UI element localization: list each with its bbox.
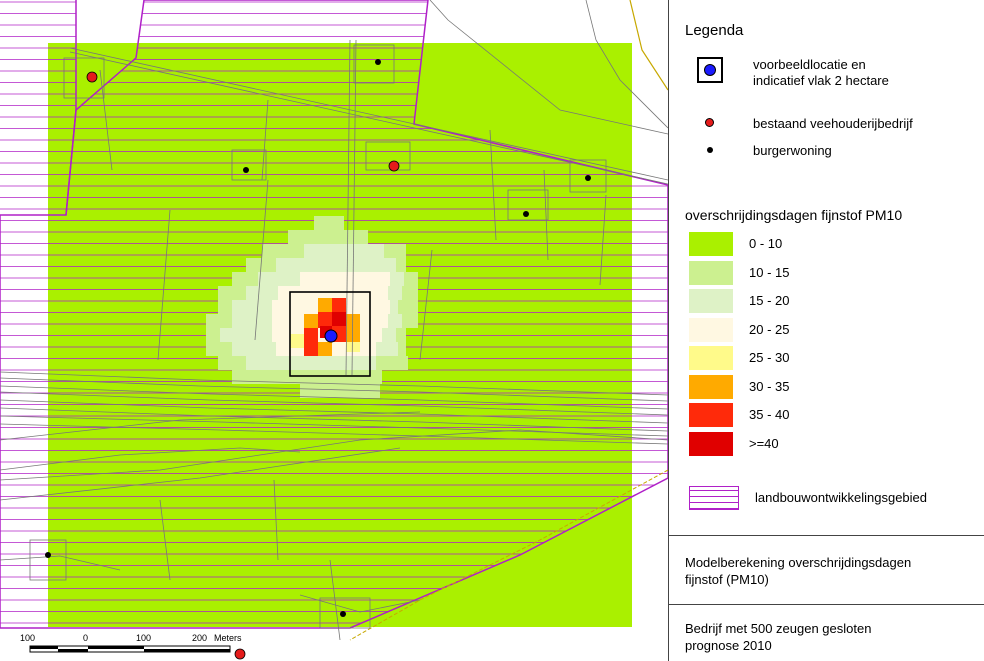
info-divider: [669, 604, 984, 605]
scale-bar: 100 0 100 200 Meters: [20, 633, 242, 653]
house-marker[interactable]: [585, 175, 591, 181]
class-swatch: [689, 375, 733, 399]
farm-symbol-icon: [705, 118, 714, 127]
contour-cell: [314, 216, 344, 230]
contour-cell: [300, 272, 390, 286]
class-label: 15 - 20: [749, 293, 790, 308]
class-label: >=40: [749, 436, 779, 451]
model-description: Modelberekening overschrijdingsdagen fij…: [685, 554, 911, 588]
class-swatch: [689, 289, 733, 313]
contour-cell: [232, 370, 382, 384]
example-location-symbol: [697, 57, 723, 83]
scale-label-200: 200: [192, 633, 207, 643]
pm10-class-row: 30 - 35: [689, 375, 969, 399]
class-swatch: [689, 403, 733, 427]
example-location-label-line1: voorbeeldlocatie en: [753, 57, 866, 72]
farm-marker[interactable]: [234, 648, 246, 660]
blue-location-icon: [704, 64, 716, 76]
legend-panel: Legenda voorbeeldlocatie en indicatief v…: [668, 0, 984, 661]
contour-cell: [304, 328, 318, 342]
contour-cell: [318, 342, 332, 356]
class-label: 35 - 40: [749, 407, 790, 422]
development-area-label: landbouwontwikkelingsgebied: [755, 490, 928, 505]
class-swatch: [689, 318, 733, 342]
house-symbol-icon: [707, 147, 713, 153]
house-label: burgerwoning: [753, 143, 832, 158]
contour-cell: [304, 342, 318, 356]
contour-cell: [332, 298, 346, 312]
house-marker[interactable]: [243, 167, 249, 173]
contour-cell: [278, 286, 388, 300]
example-location-square: [289, 291, 371, 377]
contour-cell: [246, 356, 376, 370]
class-swatch: [689, 232, 733, 256]
contour-cell: [290, 334, 304, 348]
farm-marker[interactable]: [388, 160, 400, 172]
class-swatch: [689, 346, 733, 370]
class-label: 10 - 15: [749, 265, 790, 280]
roads-parcels: [0, 0, 668, 641]
development-area-swatch: [689, 486, 739, 510]
contour-cell: [318, 298, 332, 312]
class-label: 20 - 25: [749, 322, 790, 337]
house-marker[interactable]: [523, 211, 529, 217]
class-label: 30 - 35: [749, 379, 790, 394]
scale-label-100: 100: [136, 633, 151, 643]
contour-cell: [332, 312, 346, 326]
scenario-description: Bedrijf met 500 zeugen gesloten prognose…: [685, 620, 871, 654]
pm10-class-row: 0 - 10: [689, 232, 969, 256]
legend-title: Legenda: [685, 22, 744, 39]
contour-cell: [300, 384, 380, 398]
example-location-label-line2: indicatief vlak 2 hectare: [753, 73, 889, 88]
class-label: 25 - 30: [749, 350, 790, 365]
example-location-marker[interactable]: [324, 329, 338, 343]
contour-cell: [304, 244, 384, 258]
pm10-class-row: 10 - 15: [689, 261, 969, 285]
pm10-class-row: 35 - 40: [689, 403, 969, 427]
scenario-description-line1: Bedrijf met 500 zeugen gesloten: [685, 621, 872, 636]
class-swatch: [689, 261, 733, 285]
contour-cell: [276, 258, 396, 272]
farm-marker[interactable]: [86, 71, 98, 83]
example-location-label: voorbeeldlocatie en indicatief vlak 2 he…: [753, 57, 889, 89]
class-label: 0 - 10: [749, 236, 783, 251]
farm-markers: [86, 71, 400, 660]
pm10-class-row: 15 - 20: [689, 289, 969, 313]
contour-cell: [288, 230, 368, 244]
contour-cell: [346, 328, 360, 342]
scale-label-100-left: 100: [20, 633, 35, 643]
legend-divider: [669, 535, 984, 536]
scenario-description-line2: prognose 2010: [685, 638, 772, 653]
pm10-class-row: 20 - 25: [689, 318, 969, 342]
house-marker[interactable]: [45, 552, 51, 558]
class-swatch: [689, 432, 733, 456]
pm10-class-row: 25 - 30: [689, 346, 969, 370]
farm-label: bestaand veehouderijbedrijf: [753, 116, 913, 131]
scale-label-0: 0: [83, 633, 88, 643]
contour-cell: [304, 314, 318, 328]
map-canvas[interactable]: 100 0 100 200 Meters: [0, 0, 668, 661]
house-markers: [45, 59, 591, 617]
contour-cell: [346, 342, 360, 352]
map-panel[interactable]: 100 0 100 200 Meters: [0, 0, 668, 661]
house-marker[interactable]: [340, 611, 346, 617]
pm10-classes-title: overschrijdingsdagen fijnstof PM10: [685, 207, 903, 223]
model-description-line1: Modelberekening overschrijdingsdagen: [685, 555, 912, 570]
pm10-class-row: >=40: [689, 432, 969, 456]
house-marker[interactable]: [375, 59, 381, 65]
model-description-line2: fijnstof (PM10): [685, 572, 769, 587]
scale-unit: Meters: [214, 633, 242, 643]
